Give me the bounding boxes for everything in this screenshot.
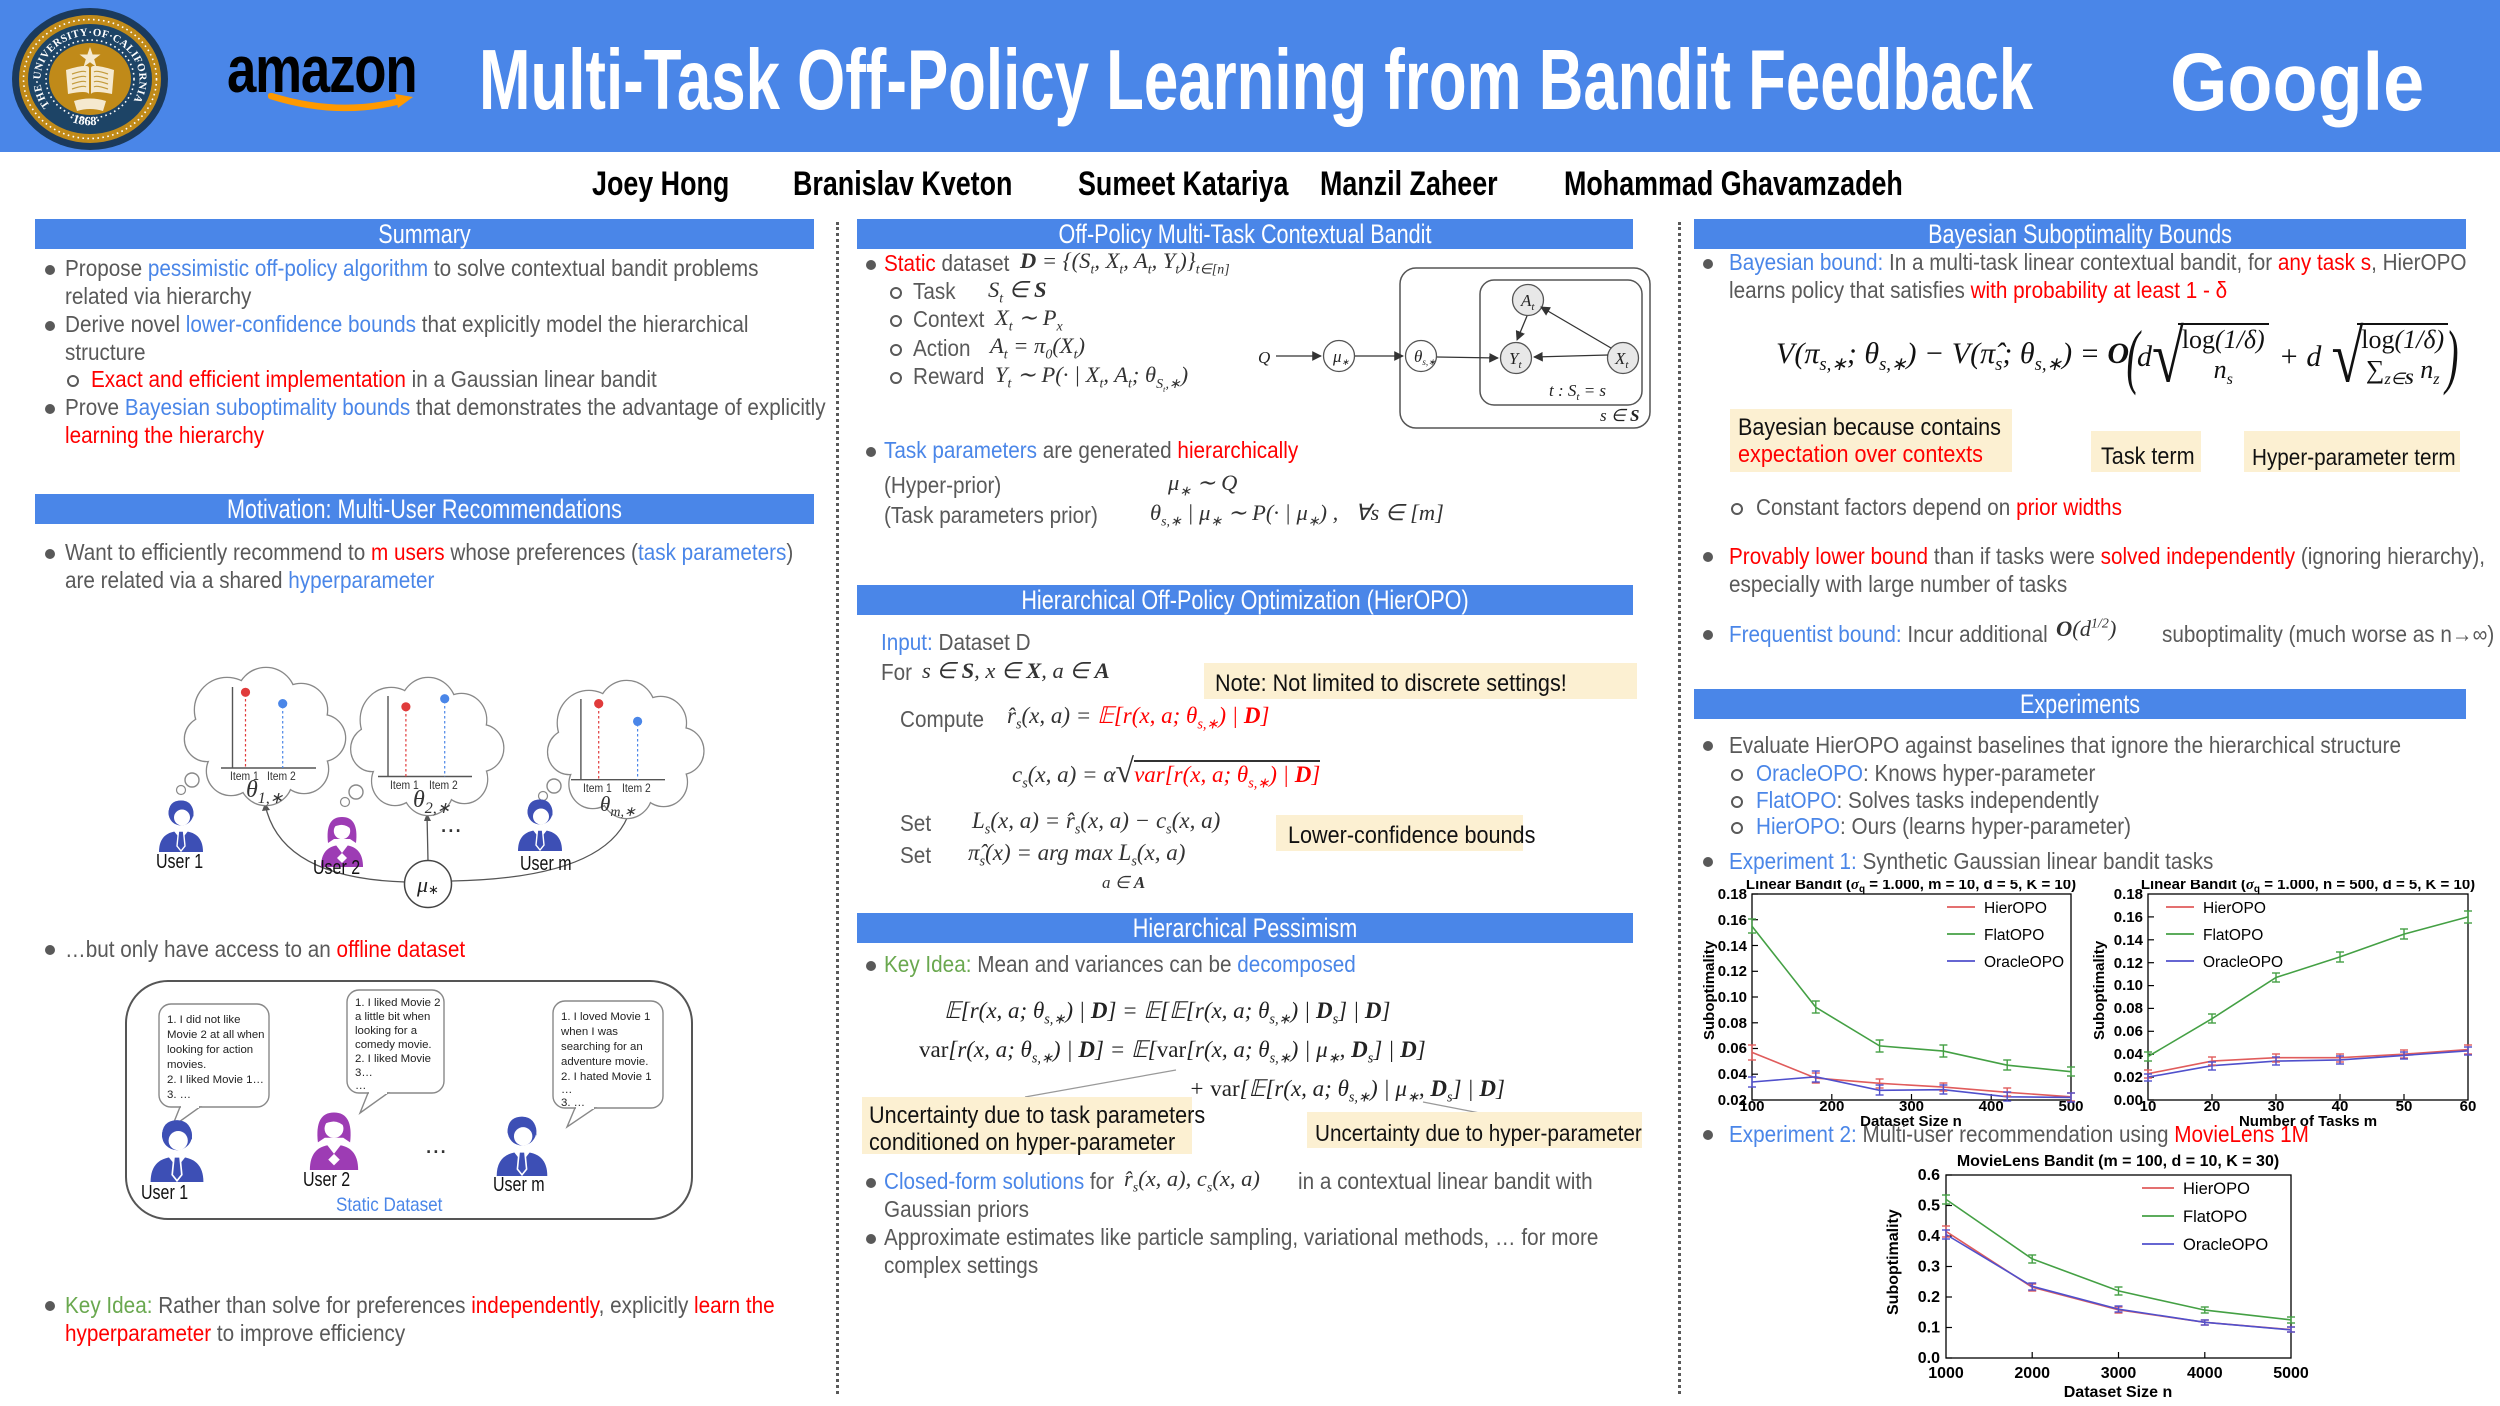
svg-text:…: … (355, 1080, 366, 1092)
svg-text:OracleOPO: OracleOPO (1984, 954, 2064, 971)
svg-text:0.08: 0.08 (1718, 1015, 1747, 1032)
svg-text:Suboptimality: Suboptimality (1885, 1209, 1902, 1315)
svg-text:0.0: 0.0 (1918, 1350, 1940, 1367)
svg-text:s ∈ S: s ∈ S (1600, 406, 1639, 425)
svg-text:0.04: 0.04 (2114, 1046, 2144, 1063)
svg-text:FlatOPO: FlatOPO (1984, 927, 2044, 944)
svg-text:looking for a: looking for a (355, 1025, 418, 1037)
svg-text:0.12: 0.12 (2114, 955, 2143, 972)
svg-text:FlatOPO: FlatOPO (2203, 927, 2263, 944)
svg-text:Number of Tasks m: Number of Tasks m (2239, 1113, 2377, 1130)
svg-text:OracleOPO: OracleOPO (2183, 1236, 2268, 1254)
svg-text:40: 40 (2332, 1098, 2349, 1115)
svg-text:Linear Bandit (σq = 1.000, m =: Linear Bandit (σq = 1.000, m = 10, d = 5… (1746, 880, 2076, 895)
svg-text:0.6: 0.6 (1918, 1167, 1940, 1184)
svg-text:10: 10 (2140, 1098, 2157, 1115)
svg-text:1. I liked Movie 2: 1. I liked Movie 2 (355, 997, 440, 1009)
svg-text:2. I hated Movie 1: 2. I hated Movie 1 (561, 1071, 652, 1083)
svg-text:User 1: User 1 (141, 1181, 188, 1203)
svg-text:Movie 2 at all when: Movie 2 at all when (167, 1029, 265, 1041)
svg-text:0.02: 0.02 (2114, 1069, 2143, 1086)
svg-text:Linear Bandit (σq = 1.000, n =: Linear Bandit (σq = 1.000, n = 500, d = … (2141, 880, 2475, 895)
svg-text:0.06: 0.06 (1718, 1040, 1747, 1057)
svg-text:HierOPO: HierOPO (2203, 900, 2266, 917)
svg-text:2000: 2000 (2014, 1365, 2050, 1382)
svg-text:Item 2: Item 2 (429, 780, 458, 793)
svg-text:Dataset Size n: Dataset Size n (2064, 1384, 2172, 1400)
svg-text:when I was: when I was (560, 1026, 618, 1038)
svg-text:0.02: 0.02 (1718, 1092, 1747, 1109)
svg-text:...: ... (425, 1129, 447, 1159)
svg-text:2. I liked Movie: 2. I liked Movie (355, 1053, 431, 1065)
svg-text:0.04: 0.04 (1718, 1066, 1748, 1083)
svg-text:...: ... (440, 808, 462, 838)
svg-text:0.16: 0.16 (2114, 909, 2143, 926)
svg-text:1000: 1000 (1928, 1365, 1964, 1382)
svg-text:HierOPO: HierOPO (1984, 900, 2047, 917)
svg-text:30: 30 (2268, 1098, 2285, 1115)
svg-text:0.16: 0.16 (1718, 912, 1747, 929)
svg-text:Item 1: Item 1 (390, 780, 419, 793)
svg-text:3…: 3… (355, 1067, 373, 1079)
svg-text:1. I did not like: 1. I did not like (167, 1014, 240, 1026)
svg-text:0.5: 0.5 (1918, 1198, 1940, 1215)
svg-text:0.10: 0.10 (2114, 977, 2143, 994)
svg-text:0.10: 0.10 (1718, 989, 1747, 1006)
svg-text:300: 300 (1899, 1098, 1924, 1115)
svg-text:adventure movie.: adventure movie. (561, 1056, 648, 1068)
svg-text:400: 400 (1979, 1098, 2004, 1115)
svg-text:Item 2: Item 2 (622, 783, 651, 796)
svg-text:2. I liked Movie 1…: 2. I liked Movie 1… (167, 1074, 264, 1086)
svg-text:Item 1: Item 1 (583, 783, 612, 796)
svg-text:MovieLens Bandit (m = 100, d =: MovieLens Bandit (m = 100, d = 10, K = 3… (1957, 1153, 2279, 1170)
svg-text:50: 50 (2396, 1098, 2413, 1115)
svg-text:Q: Q (1258, 348, 1270, 367)
svg-text:Suboptimality: Suboptimality (2091, 940, 2108, 1040)
svg-text:movies.: movies. (167, 1059, 206, 1071)
svg-text:3. …: 3. … (167, 1089, 191, 1101)
svg-text:20: 20 (2204, 1098, 2221, 1115)
svg-text:looking for action: looking for action (167, 1044, 253, 1056)
svg-text:User 2: User 2 (303, 1168, 350, 1190)
svg-text:a little bit when: a little bit when (355, 1011, 430, 1023)
svg-text:0.1: 0.1 (1918, 1320, 1940, 1337)
svg-text:0.4: 0.4 (1918, 1228, 1940, 1245)
svg-text:0.2: 0.2 (1918, 1289, 1940, 1306)
svg-text:3000: 3000 (2101, 1365, 2137, 1382)
svg-text:User 2: User 2 (313, 856, 360, 878)
svg-text:0.3: 0.3 (1918, 1259, 1940, 1276)
svg-text:0.12: 0.12 (1718, 963, 1747, 980)
svg-text:Item 1: Item 1 (230, 771, 259, 784)
svg-text:0.18: 0.18 (2114, 886, 2143, 903)
svg-text:200: 200 (1819, 1098, 1844, 1115)
svg-text:0.14: 0.14 (2114, 932, 2144, 949)
svg-text:FlatOPO: FlatOPO (2183, 1208, 2247, 1226)
svg-text:0.18: 0.18 (1718, 886, 1747, 903)
svg-text:100: 100 (1739, 1098, 1764, 1115)
svg-text:searching for an: searching for an (561, 1041, 643, 1053)
svg-text:4000: 4000 (2187, 1365, 2223, 1382)
svg-text:3. …: 3. … (561, 1097, 585, 1109)
svg-text:1. I loved Movie 1: 1. I loved Movie 1 (561, 1011, 650, 1023)
svg-text:User m: User m (493, 1173, 545, 1195)
svg-text:comedy movie.: comedy movie. (355, 1039, 432, 1051)
svg-text:User 1: User 1 (156, 850, 203, 872)
svg-text:Static Dataset: Static Dataset (336, 1194, 442, 1215)
svg-text:0.14: 0.14 (1718, 938, 1748, 955)
svg-text:0.00: 0.00 (2114, 1092, 2143, 1109)
svg-text:60: 60 (2460, 1098, 2477, 1115)
svg-text:HierOPO: HierOPO (2183, 1180, 2250, 1198)
svg-text:t : St = s: t : St = s (1549, 381, 1606, 403)
svg-text:…: … (561, 1084, 572, 1096)
svg-text:OracleOPO: OracleOPO (2203, 954, 2283, 971)
svg-text:Item 2: Item 2 (267, 771, 296, 784)
svg-text:5000: 5000 (2273, 1365, 2309, 1382)
svg-text:User m: User m (520, 852, 572, 874)
svg-text:Dataset Size n: Dataset Size n (1860, 1113, 1962, 1130)
svg-text:Suboptimality: Suboptimality (1701, 940, 1718, 1040)
svg-text:500: 500 (2058, 1098, 2083, 1115)
svg-text:0.06: 0.06 (2114, 1023, 2143, 1040)
svg-text:0.08: 0.08 (2114, 1000, 2143, 1017)
